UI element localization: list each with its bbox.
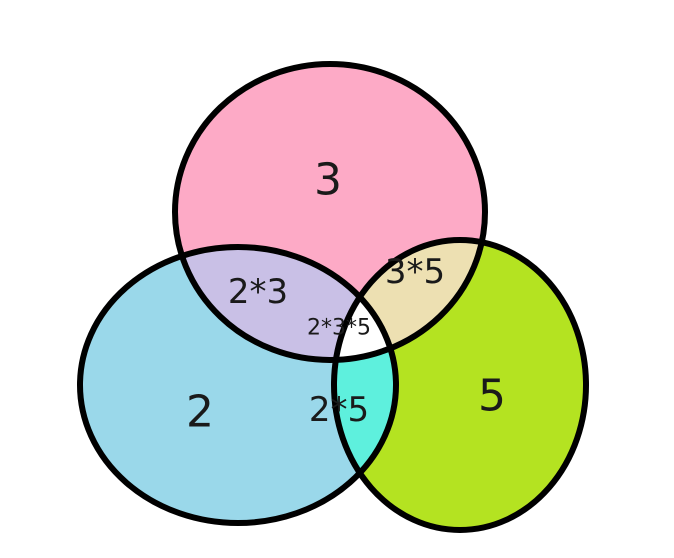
label-set-5: 5	[478, 371, 506, 422]
label-overlap-2-3: 2*3	[228, 272, 288, 312]
label-set-3: 3	[314, 155, 342, 206]
set-2-outline	[77, 244, 399, 526]
set-5-outline	[331, 237, 589, 533]
label-overlap-2-3-5: 2*3*5	[307, 316, 371, 341]
overlap-3-5-region	[334, 240, 485, 360]
set-3-outline	[172, 61, 488, 363]
label-set-2: 2	[186, 387, 214, 438]
overlap-2-3-region	[175, 247, 396, 360]
label-overlap-3-5: 3*5	[385, 252, 445, 292]
label-overlap-2-5: 2*5	[309, 390, 369, 430]
